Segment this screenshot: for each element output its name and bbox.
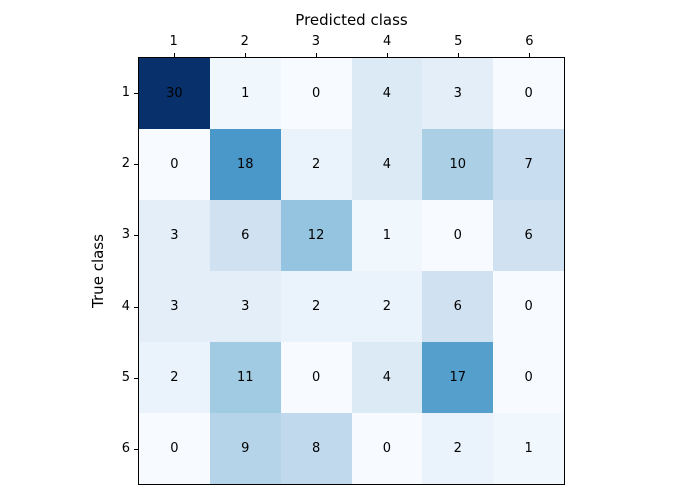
heatmap-cell-r2c2: 18 [209, 129, 281, 200]
heatmap-cell-r4c6: 0 [493, 271, 564, 342]
heatmap-axes: 30 1 0 4 3 0 0 18 2 4 10 7 3 6 12 1 0 6 3 3 2 2 6 0 2 11 0 4 17 0 0 9 8 0… [138, 57, 565, 485]
y-tick-label-4: 4 [121, 298, 130, 314]
heatmap-cell-r5c2: 11 [209, 342, 281, 413]
heatmap-cell-r4c2: 3 [209, 271, 281, 342]
x-axis-label: Predicted class [295, 11, 408, 29]
heatmap-cell-r2c4: 4 [351, 129, 423, 200]
y-tick-mark [134, 306, 138, 308]
x-tick-mark [244, 53, 246, 57]
x-tick-label-4: 4 [382, 34, 392, 49]
x-tick-label-1: 1 [169, 34, 178, 49]
y-tick-label-1: 1 [121, 84, 130, 100]
heatmap-cell-r1c5: 3 [422, 58, 494, 129]
x-tick-label-2: 2 [240, 34, 249, 49]
heatmap-cell-r6c2: 9 [209, 413, 281, 484]
y-tick-mark [134, 92, 138, 94]
x-tick-label-5: 5 [454, 34, 463, 49]
heatmap-cell-r1c3: 0 [280, 58, 352, 129]
y-tick-mark [134, 378, 138, 379]
heatmap-cell-r5c5: 17 [422, 342, 494, 413]
heatmap-cell-r2c5: 10 [422, 129, 494, 200]
heatmap-cell-r3c1: 3 [139, 200, 210, 271]
heatmap-cell-r4c1: 3 [139, 271, 210, 342]
heatmap-cell-r1c2: 1 [209, 58, 281, 129]
y-tick-label-5: 5 [121, 370, 130, 386]
heatmap-cell-r4c3: 2 [280, 271, 352, 342]
heatmap-cell-r1c1: 30 [139, 58, 210, 129]
y-tick-mark [134, 164, 138, 165]
heatmap-cell-r5c3: 0 [280, 342, 352, 413]
y-axis-label: True class [89, 234, 107, 308]
y-tick-label-3: 3 [121, 227, 130, 243]
heatmap-cell-r3c4: 1 [351, 200, 423, 271]
heatmap-cell-r3c3: 12 [280, 200, 352, 271]
heatmap-cell-r6c4: 0 [351, 413, 423, 484]
heatmap-cell-r5c6: 0 [493, 342, 564, 413]
heatmap-cell-r5c4: 4 [351, 342, 423, 413]
y-tick-label-6: 6 [121, 441, 130, 457]
x-tick-mark [529, 53, 531, 57]
heatmap-cell-r5c1: 2 [139, 342, 210, 413]
heatmap-cell-r4c4: 2 [351, 271, 423, 342]
heatmap-cell-r3c5: 0 [422, 200, 494, 271]
heatmap-cell-r1c6: 0 [493, 58, 564, 129]
x-tick-mark [173, 53, 175, 57]
heatmap-cell-r6c6: 1 [493, 413, 564, 484]
x-tick-mark [458, 53, 460, 57]
y-tick-label-2: 2 [121, 156, 130, 172]
heatmap-cell-r1c4: 4 [351, 58, 423, 129]
heatmap-cell-r2c1: 0 [139, 129, 210, 200]
heatmap-cell-r6c1: 0 [139, 413, 210, 484]
heatmap-cell-r4c5: 6 [422, 271, 494, 342]
heatmap-cell-r2c3: 2 [280, 129, 352, 200]
y-tick-mark [134, 235, 138, 237]
y-tick-mark [134, 449, 138, 451]
x-tick-mark [387, 53, 389, 57]
heatmap-cell-r3c6: 6 [493, 200, 564, 271]
heatmap-cell-r3c2: 6 [209, 200, 281, 271]
heatmap-cell-r6c3: 8 [280, 413, 352, 484]
x-tick-label-6: 6 [525, 34, 534, 49]
x-tick-label-3: 3 [311, 34, 321, 49]
heatmap-cell-r2c6: 7 [493, 129, 564, 200]
heatmap-cell-r6c5: 2 [422, 413, 494, 484]
x-tick-mark [315, 53, 317, 57]
